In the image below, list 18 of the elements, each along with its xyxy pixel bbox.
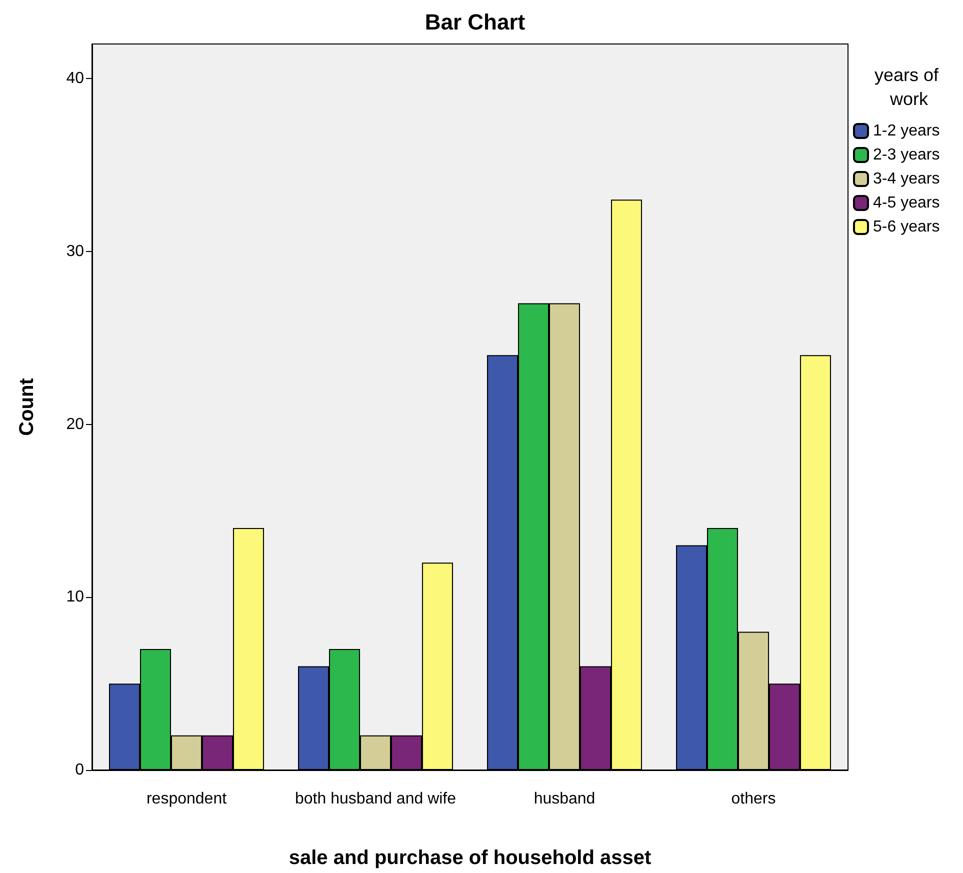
legend-label: 3-4 years xyxy=(873,170,940,188)
x-axis-title: sale and purchase of household asset xyxy=(288,847,652,869)
y-tick-label: 0 xyxy=(75,762,84,778)
y-axis-title: Count xyxy=(16,378,38,436)
x-tick-label: respondent xyxy=(146,790,228,808)
y-tick-label: 20 xyxy=(66,416,84,433)
x-tick-label: husband xyxy=(534,790,596,808)
legend-label: 1-2 years xyxy=(873,122,940,140)
legend-label: 2-3 years xyxy=(873,146,940,164)
chart-title: Bar Chart xyxy=(424,10,526,34)
y-tick-label: 10 xyxy=(66,588,84,606)
y-tick-label: 30 xyxy=(66,242,84,260)
legend-label: 4-5 years xyxy=(873,194,940,212)
legend-label: 5-6 years xyxy=(873,218,940,236)
y-tick-label: 40 xyxy=(66,70,84,88)
legend-title: years of work xyxy=(874,65,944,109)
x-tick-label: both husband and wife xyxy=(294,790,456,808)
x-tick-label: others xyxy=(731,790,776,808)
